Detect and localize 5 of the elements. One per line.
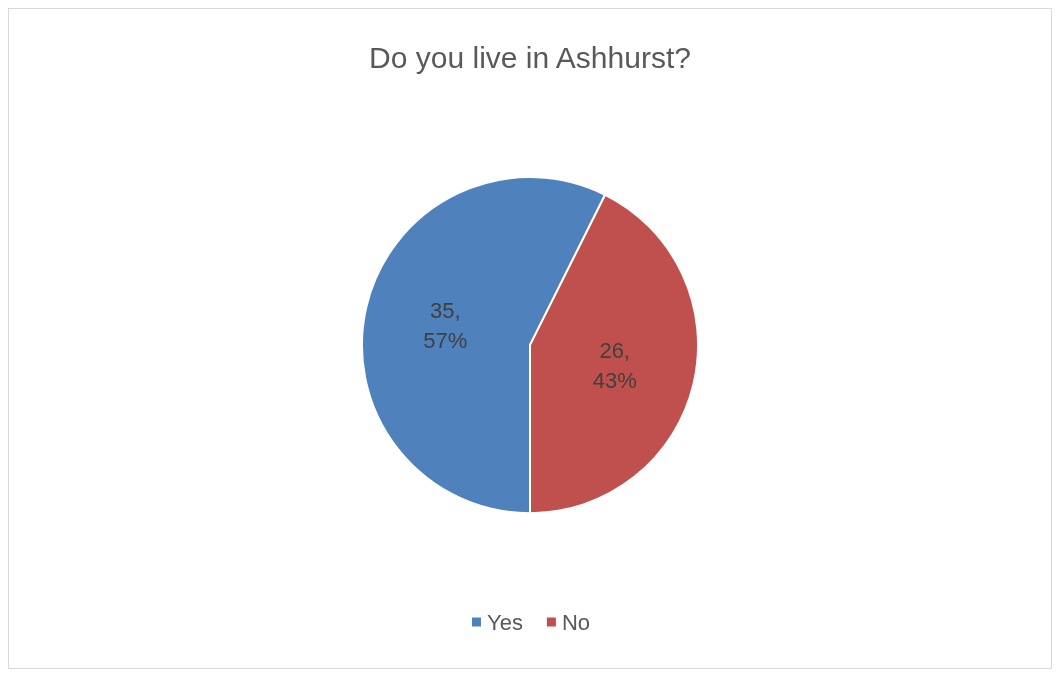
data-label: 35, 57%	[423, 297, 468, 353]
data-label: 26, 43%	[592, 337, 637, 393]
legend-label: Yes	[486, 609, 523, 635]
chart-title: Do you live in Ashhurst?	[369, 40, 691, 74]
legend-label: No	[561, 609, 591, 635]
